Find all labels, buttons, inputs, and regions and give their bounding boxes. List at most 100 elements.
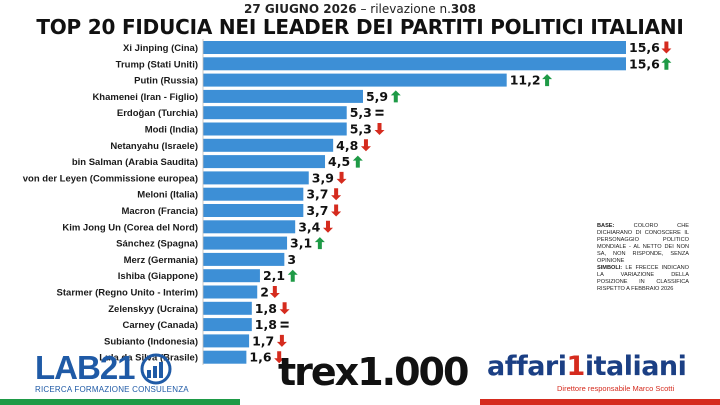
survey-date-line: 27 GIUGNO 2026 – rilevazione n.308 (244, 2, 476, 16)
value-label: 1,8 (255, 301, 277, 316)
value-label: 4,8 (336, 138, 358, 153)
trend-up-arrow-icon (314, 237, 325, 250)
value-label: 15,6 (629, 40, 660, 55)
trend-equal-icon (280, 325, 289, 328)
bar (203, 318, 252, 332)
value-label: 2 (260, 285, 269, 300)
trend-up-arrow-icon (390, 90, 401, 103)
category-label: Putin (Russia) (134, 76, 198, 87)
bar (203, 236, 288, 250)
category-label: Erdoğan (Turchia) (117, 108, 198, 119)
bar (203, 41, 626, 54)
aff-word-a: affari (487, 351, 567, 382)
trend-down-arrow-icon (279, 302, 290, 315)
tre-x-1000-logo: trex1.000 (278, 350, 469, 394)
category-label: Trump (Stati Uniti) (116, 59, 198, 70)
note-simboli-text: LE FRECCE INDICANO LA VARIAZIONE DELLA P… (597, 265, 689, 292)
value-label: 3,9 (312, 170, 334, 185)
bar (203, 334, 250, 348)
survey-date: 27 GIUGNO 2026 (244, 2, 357, 16)
bar (203, 187, 304, 201)
category-label: Kim Jong Un (Corea del Nord) (62, 222, 198, 233)
trend-up-arrow-icon (542, 74, 553, 87)
value-label: 3,7 (306, 187, 328, 202)
category-label: Xi Jinping (Cina) (123, 43, 198, 54)
survey-label: rilevazione n. (370, 2, 451, 16)
notes-box: BASE: COLORO CHE DICHIARANO DI CONOSCERE… (597, 223, 689, 293)
bar (203, 252, 285, 266)
category-label: Subianto (Indonesia) (104, 336, 198, 347)
trend-equal-icon (375, 109, 384, 112)
bar (203, 57, 626, 71)
aff-word-one: 1 (566, 351, 586, 382)
value-label: 1,7 (252, 333, 274, 348)
category-label: Merz (Germania) (124, 255, 198, 266)
lab21-chart-icon (140, 353, 172, 385)
trend-up-arrow-icon (661, 57, 672, 70)
lab21-logo: LAB21 RICERCA FORMAZIONE CONSULENZA (35, 349, 189, 398)
lab21-logo-word: LAB21 (35, 349, 136, 386)
value-label: 11,2 (510, 73, 541, 88)
category-label: Zelenskyy (Ucraina) (108, 304, 198, 315)
bar (203, 122, 347, 136)
trend-down-arrow-icon (274, 351, 285, 364)
category-label: Macron (Francia) (121, 206, 198, 217)
bar (203, 171, 309, 185)
bar (203, 106, 347, 120)
aff-word-b: italiani (584, 351, 687, 382)
trend-down-arrow-icon (269, 286, 280, 298)
trend-up-arrow-icon (287, 269, 298, 282)
trend-down-arrow-icon (276, 334, 287, 347)
category-label: Carney (Canada) (123, 320, 199, 331)
value-label: 3,1 (290, 236, 312, 251)
bar (203, 269, 260, 283)
note-base-text: COLORO CHE DICHIARANO DI CONOSCERE IL PE… (597, 223, 689, 264)
trend-down-arrow-icon (360, 139, 371, 152)
value-label: 4,5 (328, 154, 350, 169)
trend-down-arrow-icon (322, 220, 333, 233)
category-label: Netanyahu (Israele) (110, 141, 198, 152)
bar (203, 301, 252, 315)
category-label: Khamenei (Iran - Figlio) (92, 92, 198, 103)
bar (203, 204, 304, 217)
chart-title: TOP 20 FIDUCIA NEI LEADER DEI PARTITI PO… (36, 15, 684, 39)
affaritaliani-wordmark: affari1italiani (487, 350, 702, 384)
category-label: Meloni (Italia) (137, 190, 198, 201)
bar (203, 73, 507, 87)
trend-equal-icon (375, 113, 384, 116)
value-label: 5,9 (366, 89, 388, 104)
flag-green-stripe (0, 399, 240, 405)
category-label: Starmer (Regno Unito - Interim) (57, 288, 198, 299)
trend-up-arrow-icon (352, 155, 363, 168)
value-label: 15,6 (629, 56, 660, 71)
survey-number: 308 (450, 2, 476, 16)
note-simboli-key: SIMBOLI: (597, 265, 623, 271)
value-label: 5,3 (350, 105, 372, 120)
flag-red-stripe (480, 399, 720, 405)
value-label: 2,1 (263, 268, 285, 283)
bar (203, 350, 247, 364)
flag-white-stripe (240, 399, 480, 405)
value-label: 3,7 (306, 203, 328, 218)
trend-equal-icon (280, 321, 289, 324)
affaritaliani-logo: affari1italiani Direttore responsabile M… (487, 350, 702, 393)
category-label: Modi (India) (145, 125, 198, 136)
trend-down-arrow-icon (331, 204, 342, 217)
bar (203, 89, 363, 103)
trend-down-arrow-icon (331, 188, 342, 201)
value-label: 3,4 (298, 219, 320, 234)
category-label: bin Salman (Arabia Saudita) (72, 157, 198, 168)
category-label: von der Leyen (Commissione europea) (23, 173, 198, 184)
value-label: 1,8 (255, 317, 277, 332)
trend-down-arrow-icon (374, 123, 385, 135)
trend-down-arrow-icon (336, 171, 347, 184)
value-label: 5,3 (350, 122, 372, 137)
category-label: Ishiba (Giappone) (118, 271, 198, 282)
note-base-key: BASE: (597, 223, 615, 229)
bar (203, 285, 258, 299)
value-label: 3 (287, 252, 296, 267)
bar (203, 220, 296, 234)
category-label: Sánchez (Spagna) (116, 239, 198, 250)
bar (203, 138, 334, 152)
